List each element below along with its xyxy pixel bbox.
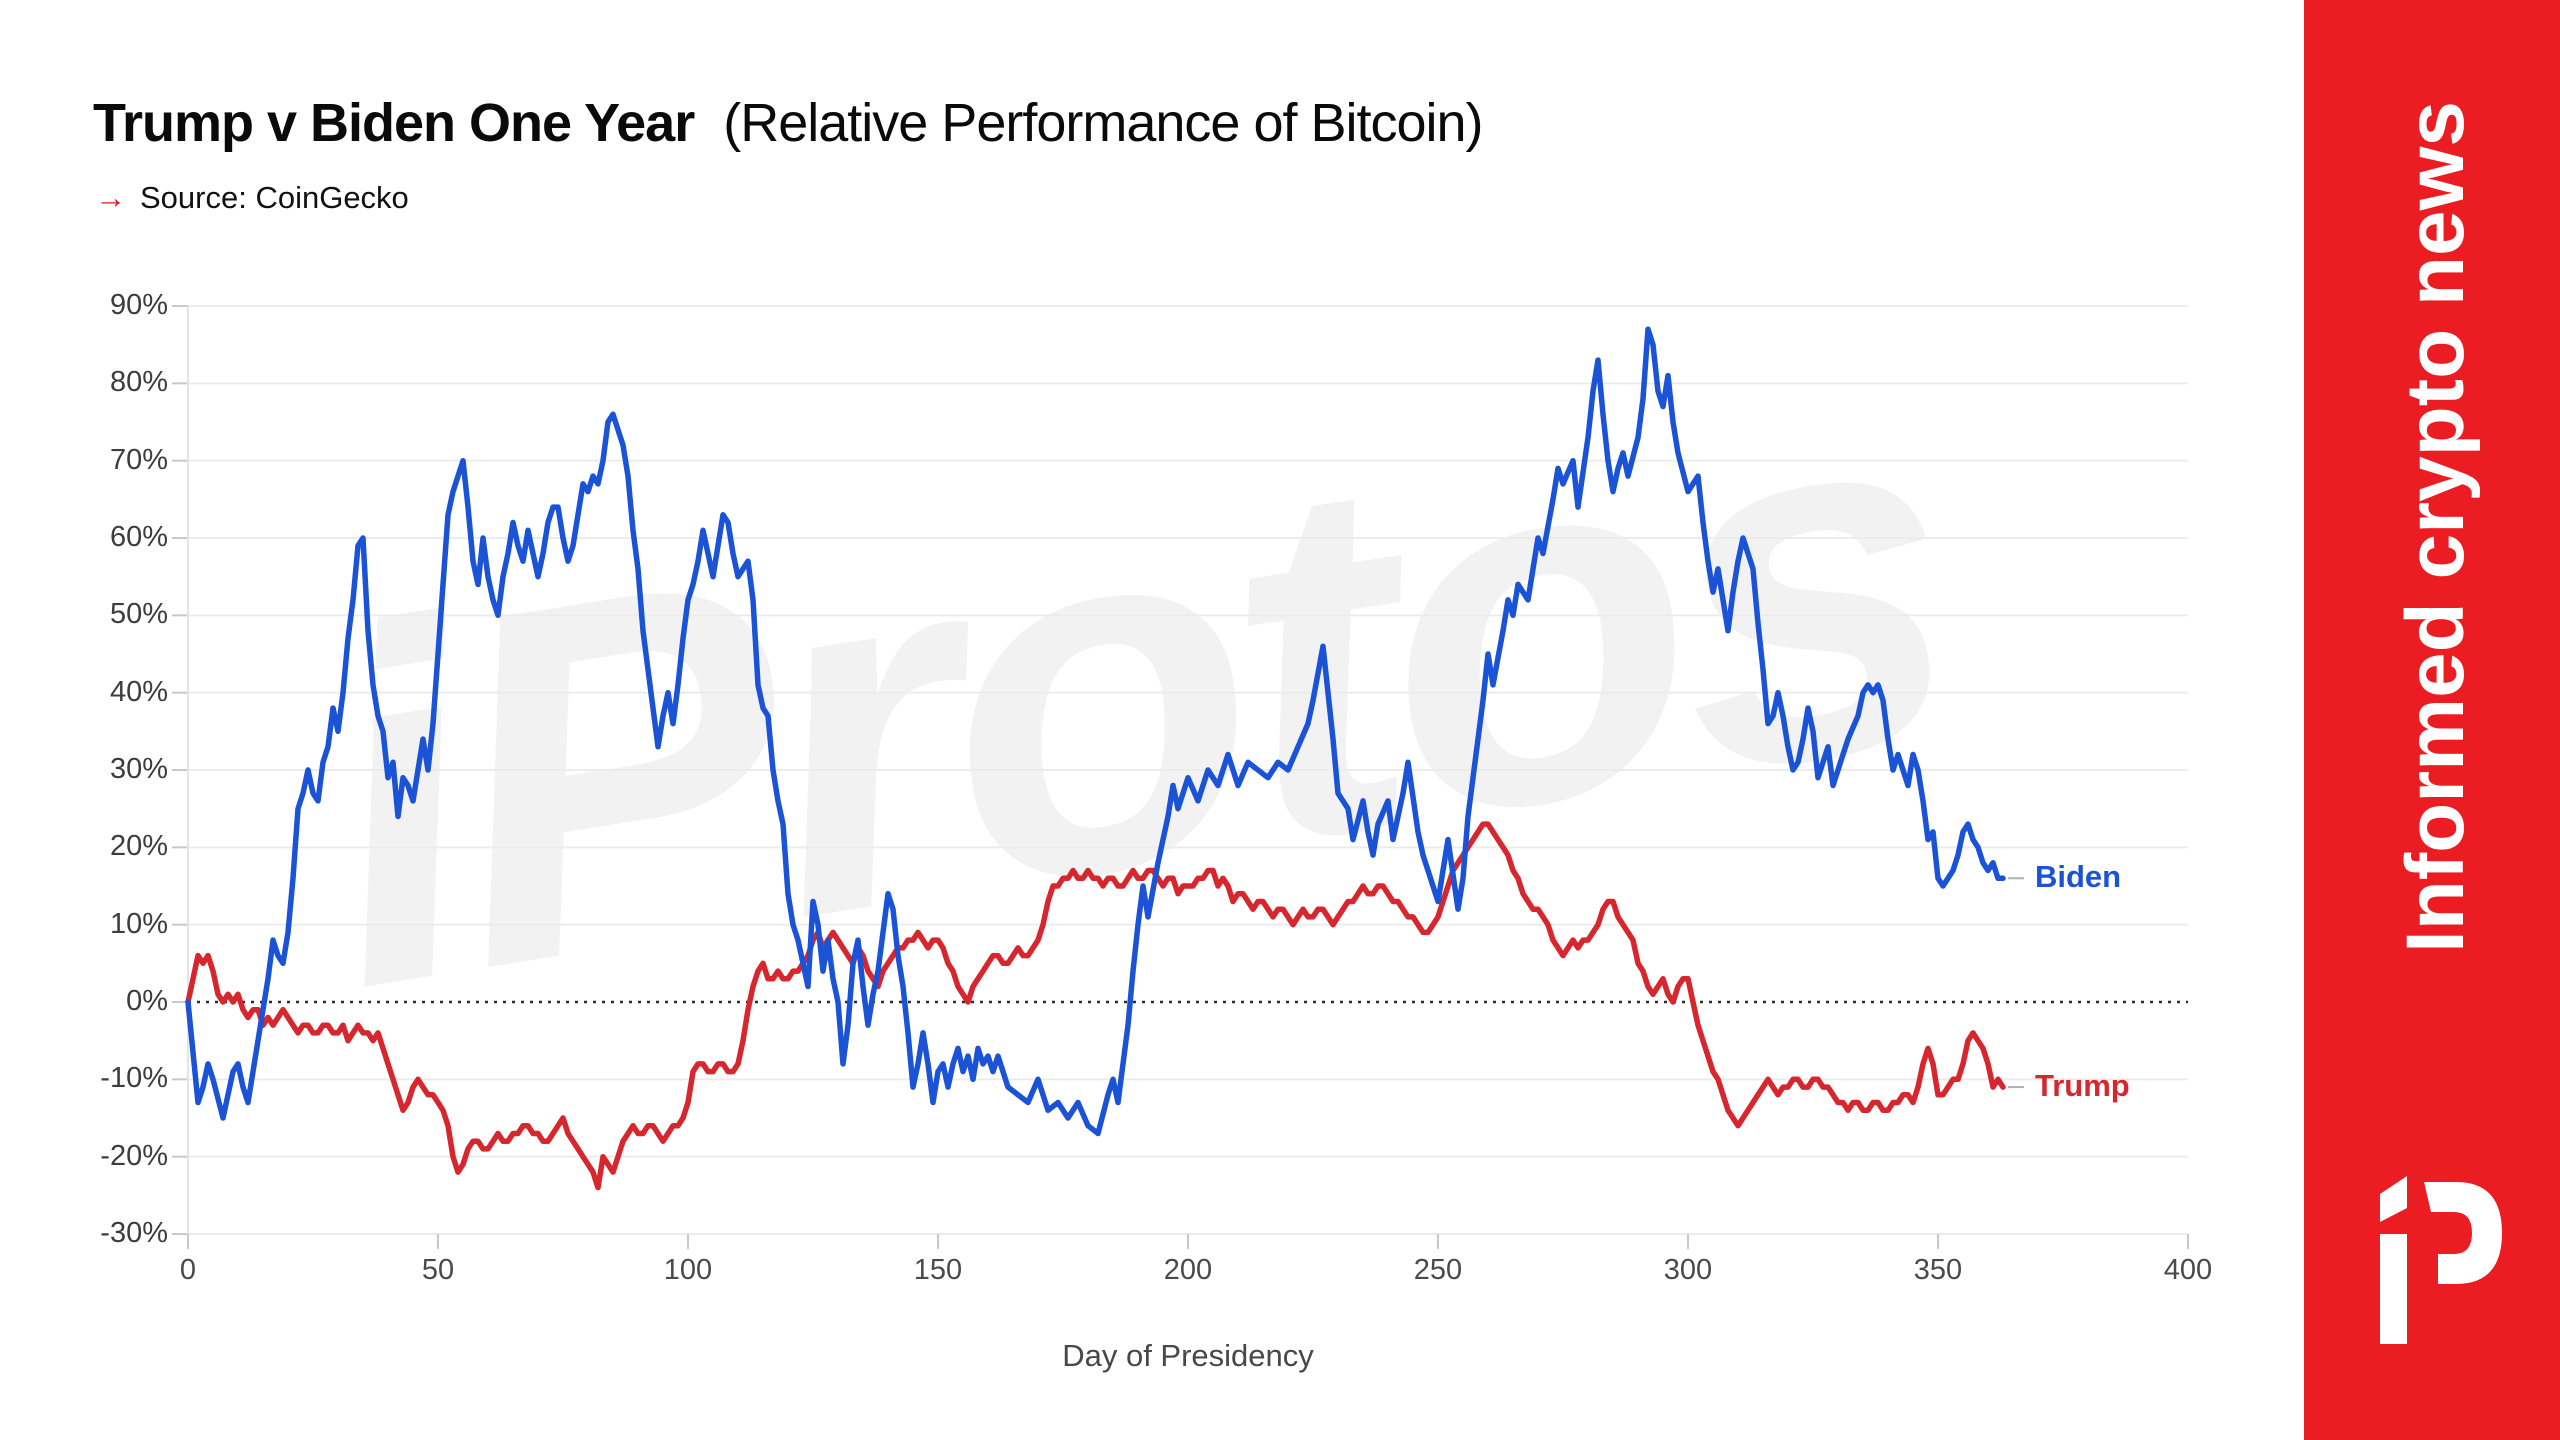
y-tick-label: 30% bbox=[109, 753, 168, 785]
protos-ip-logo-icon bbox=[2380, 1176, 2502, 1344]
x-tick-label: 200 bbox=[1163, 1254, 1213, 1286]
trump-line bbox=[185, 821, 2006, 1191]
y-tick-label: 80% bbox=[109, 366, 168, 399]
y-tick-label: 50% bbox=[109, 598, 168, 631]
y-tick-label: 10% bbox=[109, 907, 168, 940]
x-tick-label: 250 bbox=[1413, 1254, 1463, 1286]
y-tick-label: 70% bbox=[109, 443, 168, 476]
x-tick-label: 50 bbox=[421, 1254, 455, 1286]
y-tick-label: 20% bbox=[109, 830, 168, 863]
sidebar-tagline: Informed crypto news bbox=[2390, 100, 2481, 954]
x-tick-label: 0 bbox=[179, 1254, 197, 1286]
y-tick-label: 40% bbox=[109, 675, 168, 708]
page-title-main: Trump v Biden One Year bbox=[93, 93, 695, 153]
y-tick-label: -30% bbox=[100, 1216, 168, 1249]
x-tick-label: 300 bbox=[1663, 1254, 1713, 1286]
x-axis-title: Day of Presidency bbox=[1062, 1338, 1314, 1373]
biden-end-label: Biden bbox=[2035, 859, 2122, 895]
x-tick-label: 400 bbox=[2163, 1254, 2213, 1286]
y-tick-label: -10% bbox=[100, 1062, 168, 1095]
page-title: Trump v Biden One Year (Relative Perform… bbox=[93, 92, 1484, 154]
page-title-sub: (Relative Performance of Bitcoin) bbox=[723, 93, 1483, 153]
y-tick-label: 90% bbox=[109, 289, 168, 321]
y-tick-label: 0% bbox=[126, 985, 168, 1017]
biden-line bbox=[185, 326, 2006, 1137]
sidebar-brand-band: Informed crypto news bbox=[2304, 0, 2560, 1440]
x-tick-label: 100 bbox=[663, 1254, 713, 1286]
source-text: Source: CoinGecko bbox=[140, 180, 409, 215]
x-tick-label: 150 bbox=[913, 1254, 963, 1286]
y-tick-label: 60% bbox=[109, 521, 168, 553]
trump-end-label: Trump bbox=[2035, 1068, 2130, 1104]
source-line: → Source: CoinGecko bbox=[95, 180, 409, 216]
y-tick-label: -20% bbox=[100, 1139, 168, 1172]
x-tick-label: 350 bbox=[1913, 1254, 1963, 1286]
source-arrow-icon: → bbox=[95, 180, 126, 215]
